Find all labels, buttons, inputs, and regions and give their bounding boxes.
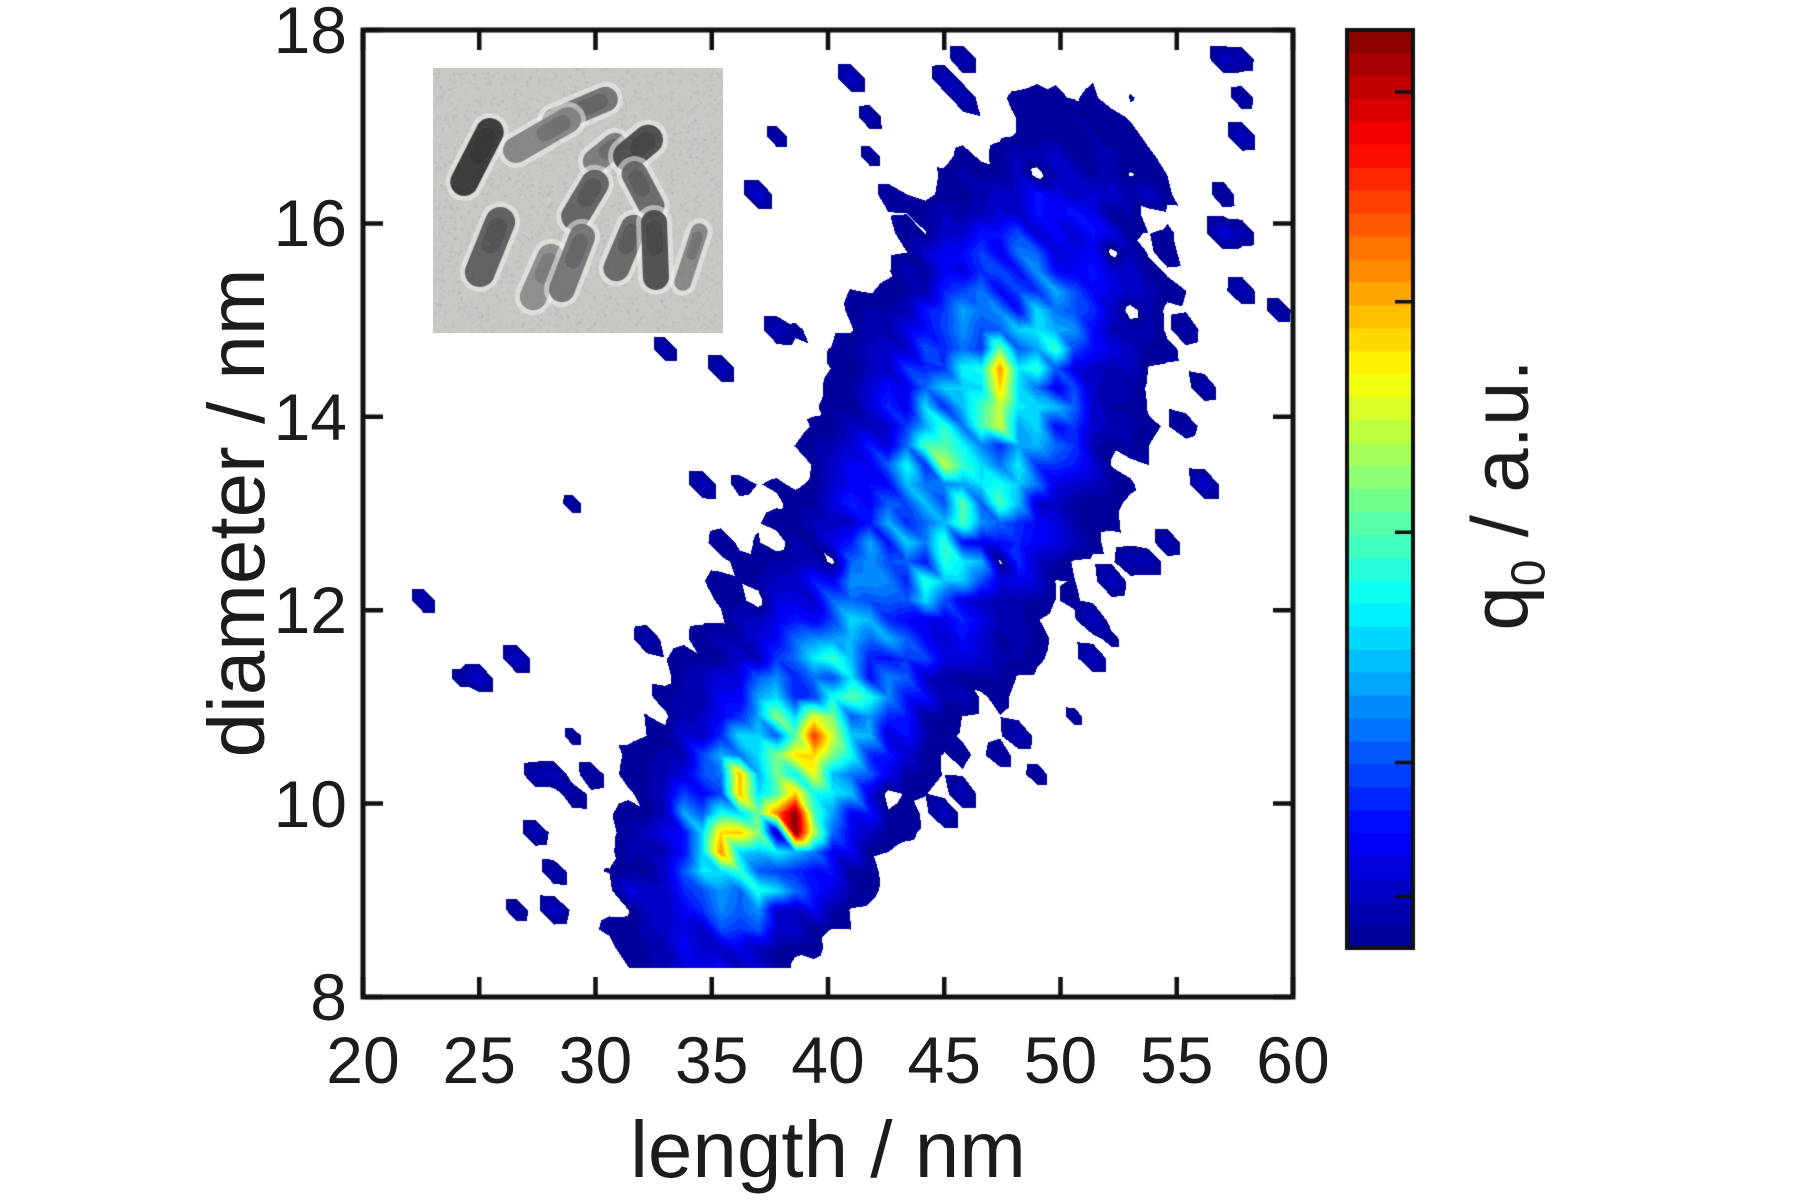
x-tick-label: 25 bbox=[442, 1023, 516, 1097]
tem-inset-image bbox=[433, 68, 723, 333]
colorbar-label-units: / a.u. bbox=[1455, 359, 1545, 560]
x-tick-label: 35 bbox=[675, 1023, 749, 1097]
y-tick-label: 14 bbox=[273, 379, 347, 454]
x-tick-label: 30 bbox=[558, 1023, 633, 1097]
colorbar-label: q0 / a.u. bbox=[1456, 359, 1556, 630]
x-tick-label: 50 bbox=[1023, 1023, 1098, 1097]
x-tick-label: 45 bbox=[907, 1023, 981, 1097]
x-tick-label: 55 bbox=[1140, 1023, 1214, 1097]
x-axis-label: length / nm bbox=[630, 1105, 1026, 1194]
y-tick-label: 16 bbox=[273, 186, 347, 261]
x-tick-label: 20 bbox=[326, 1023, 400, 1097]
y-axis-label: diameter / nm bbox=[192, 268, 281, 758]
y-tick-label: 12 bbox=[273, 573, 347, 648]
x-tick-label: 40 bbox=[791, 1023, 865, 1097]
y-tick-label: 18 bbox=[273, 0, 347, 67]
x-tick-label: 60 bbox=[1256, 1023, 1330, 1097]
colorbar-label-subscript: 0 bbox=[1502, 559, 1556, 587]
y-tick-label: 8 bbox=[310, 960, 347, 1034]
colorbar-label-symbol: q bbox=[1455, 586, 1545, 631]
y-tick-label: 10 bbox=[273, 766, 347, 841]
